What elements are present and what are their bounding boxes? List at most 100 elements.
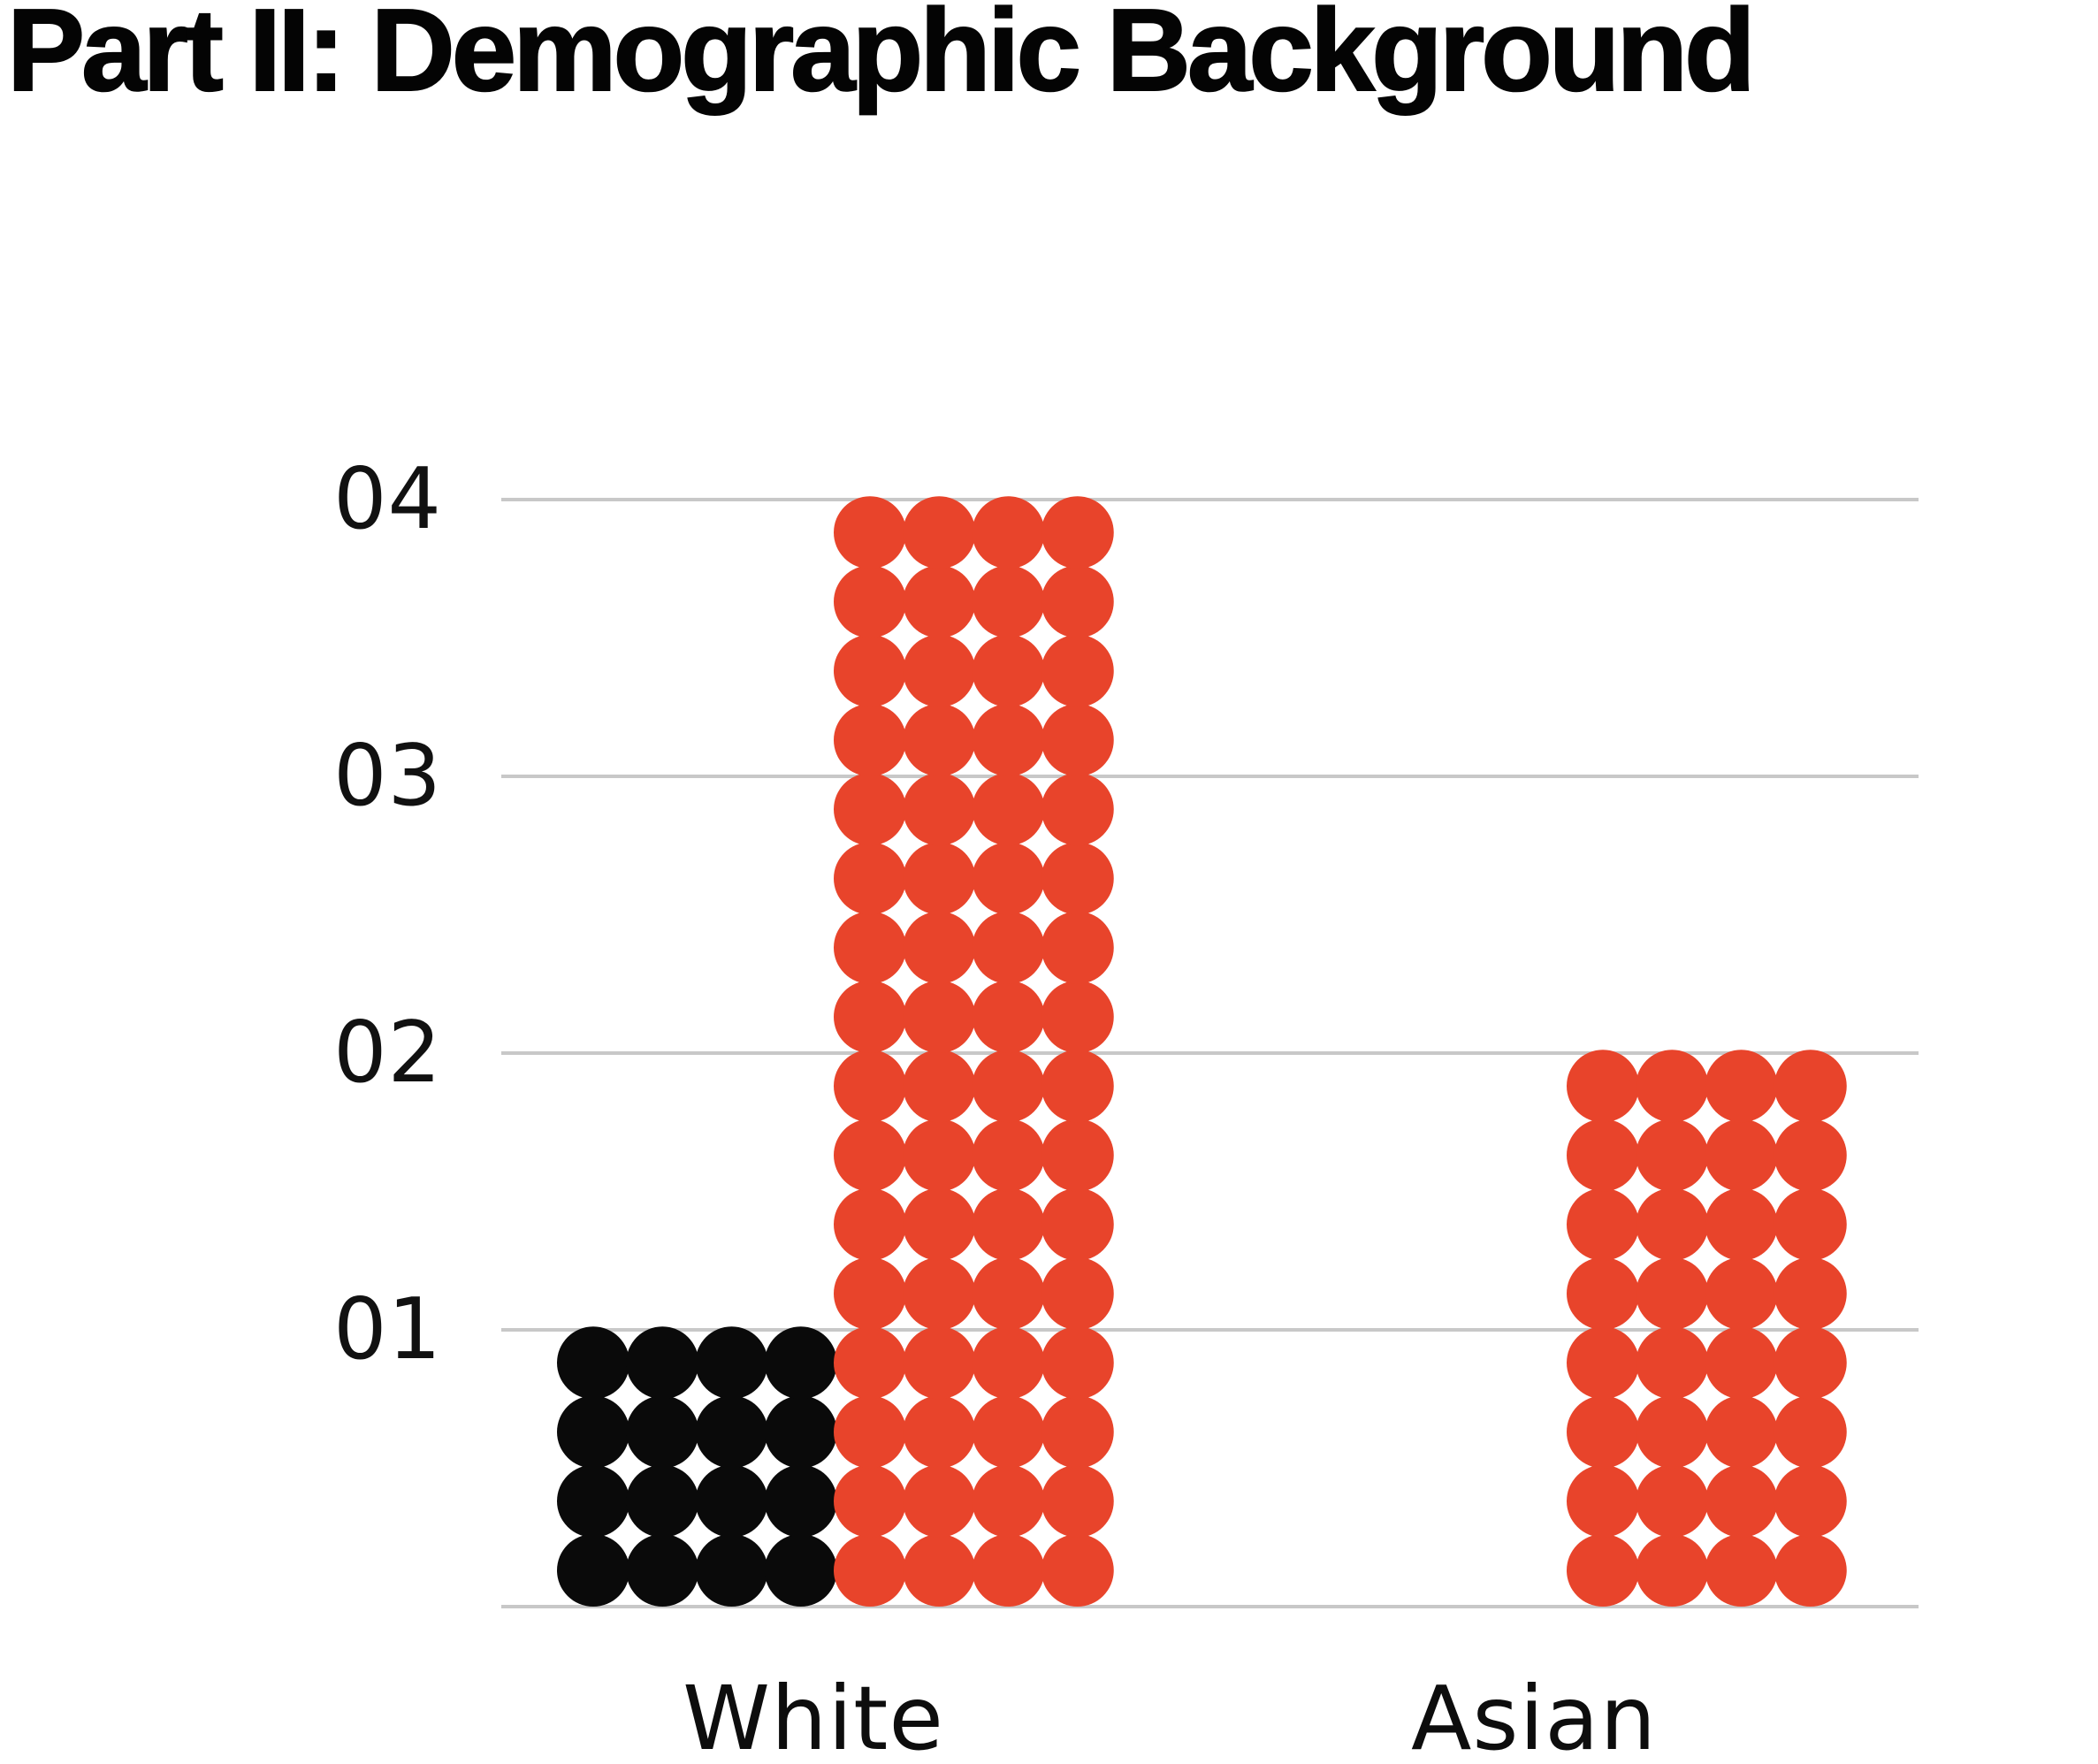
dot xyxy=(1041,1257,1114,1330)
dot xyxy=(903,634,976,707)
dot xyxy=(1041,496,1114,569)
dot-stack-white-red xyxy=(834,496,1114,1607)
dot xyxy=(1041,1326,1114,1400)
dot xyxy=(1041,634,1114,707)
dot xyxy=(1041,704,1114,776)
dot xyxy=(1567,1257,1639,1330)
dot xyxy=(972,1050,1045,1123)
dot xyxy=(972,1187,1045,1261)
dot xyxy=(1567,1534,1639,1607)
dot xyxy=(903,1464,976,1538)
dot xyxy=(903,565,976,638)
y-tick-01: 01 xyxy=(333,1281,442,1378)
dot xyxy=(1567,1326,1639,1400)
dot xyxy=(972,1534,1045,1607)
dot xyxy=(1041,1534,1114,1607)
dot xyxy=(834,1257,906,1330)
dot xyxy=(972,1326,1045,1400)
dot xyxy=(557,1464,629,1538)
dot xyxy=(834,773,906,846)
dot xyxy=(972,1257,1045,1330)
dot xyxy=(1041,565,1114,638)
dot xyxy=(1705,1395,1778,1469)
dot xyxy=(1041,1187,1114,1261)
y-tick-03: 03 xyxy=(333,728,442,825)
dot xyxy=(834,981,906,1053)
dot xyxy=(903,1257,976,1330)
dot xyxy=(972,704,1045,776)
dot xyxy=(903,911,976,984)
dot xyxy=(1705,1464,1778,1538)
dot xyxy=(1567,1050,1639,1123)
dot xyxy=(903,1119,976,1192)
dot xyxy=(1636,1257,1709,1330)
dot xyxy=(834,1534,906,1607)
dot xyxy=(903,1187,976,1261)
dot xyxy=(903,1534,976,1607)
dot xyxy=(764,1326,837,1400)
dot xyxy=(972,981,1045,1053)
dot xyxy=(1567,1395,1639,1469)
dot xyxy=(1636,1395,1709,1469)
dot xyxy=(903,773,976,846)
dot xyxy=(834,1050,906,1123)
dot xyxy=(1041,981,1114,1053)
dot xyxy=(903,981,976,1053)
dot xyxy=(1041,911,1114,984)
dot xyxy=(1636,1187,1709,1261)
dot xyxy=(903,704,976,776)
dot xyxy=(834,1464,906,1538)
x-label-white: White xyxy=(683,1667,944,1764)
dot xyxy=(972,1395,1045,1469)
dot xyxy=(972,634,1045,707)
chart-title: Part II: Demographic Background xyxy=(6,0,1757,116)
dot xyxy=(1705,1326,1778,1400)
dot xyxy=(1636,1050,1709,1123)
dot-stack-white-black xyxy=(557,1326,837,1607)
dot xyxy=(626,1326,699,1400)
dot xyxy=(834,1395,906,1469)
dot xyxy=(972,565,1045,638)
dot xyxy=(764,1395,837,1469)
dot xyxy=(972,1119,1045,1192)
dot xyxy=(1774,1326,1847,1400)
dot xyxy=(972,773,1045,846)
dot xyxy=(834,565,906,638)
dot xyxy=(1774,1257,1847,1330)
dot xyxy=(557,1395,629,1469)
dot xyxy=(1636,1119,1709,1192)
dot xyxy=(1041,773,1114,846)
dot xyxy=(903,1395,976,1469)
dot xyxy=(834,634,906,707)
dot xyxy=(1041,1119,1114,1192)
dot xyxy=(1774,1395,1847,1469)
dot xyxy=(903,1050,976,1123)
dot xyxy=(557,1326,629,1400)
dot xyxy=(1636,1534,1709,1607)
dot xyxy=(1041,1050,1114,1123)
dot xyxy=(834,496,906,569)
dot xyxy=(1774,1187,1847,1261)
dot xyxy=(1041,1464,1114,1538)
dot xyxy=(972,496,1045,569)
dot xyxy=(1705,1050,1778,1123)
dot xyxy=(1636,1464,1709,1538)
dot xyxy=(903,842,976,915)
dot xyxy=(695,1326,768,1400)
dot xyxy=(1567,1187,1639,1261)
dot xyxy=(764,1464,837,1538)
dot xyxy=(1567,1464,1639,1538)
dot xyxy=(557,1534,629,1607)
dot xyxy=(834,842,906,915)
dot xyxy=(1636,1326,1709,1400)
dot xyxy=(1774,1534,1847,1607)
dot xyxy=(903,496,976,569)
dot xyxy=(695,1534,768,1607)
dot xyxy=(626,1464,699,1538)
dot xyxy=(695,1464,768,1538)
dot xyxy=(626,1534,699,1607)
dot xyxy=(834,1119,906,1192)
dot xyxy=(972,842,1045,915)
